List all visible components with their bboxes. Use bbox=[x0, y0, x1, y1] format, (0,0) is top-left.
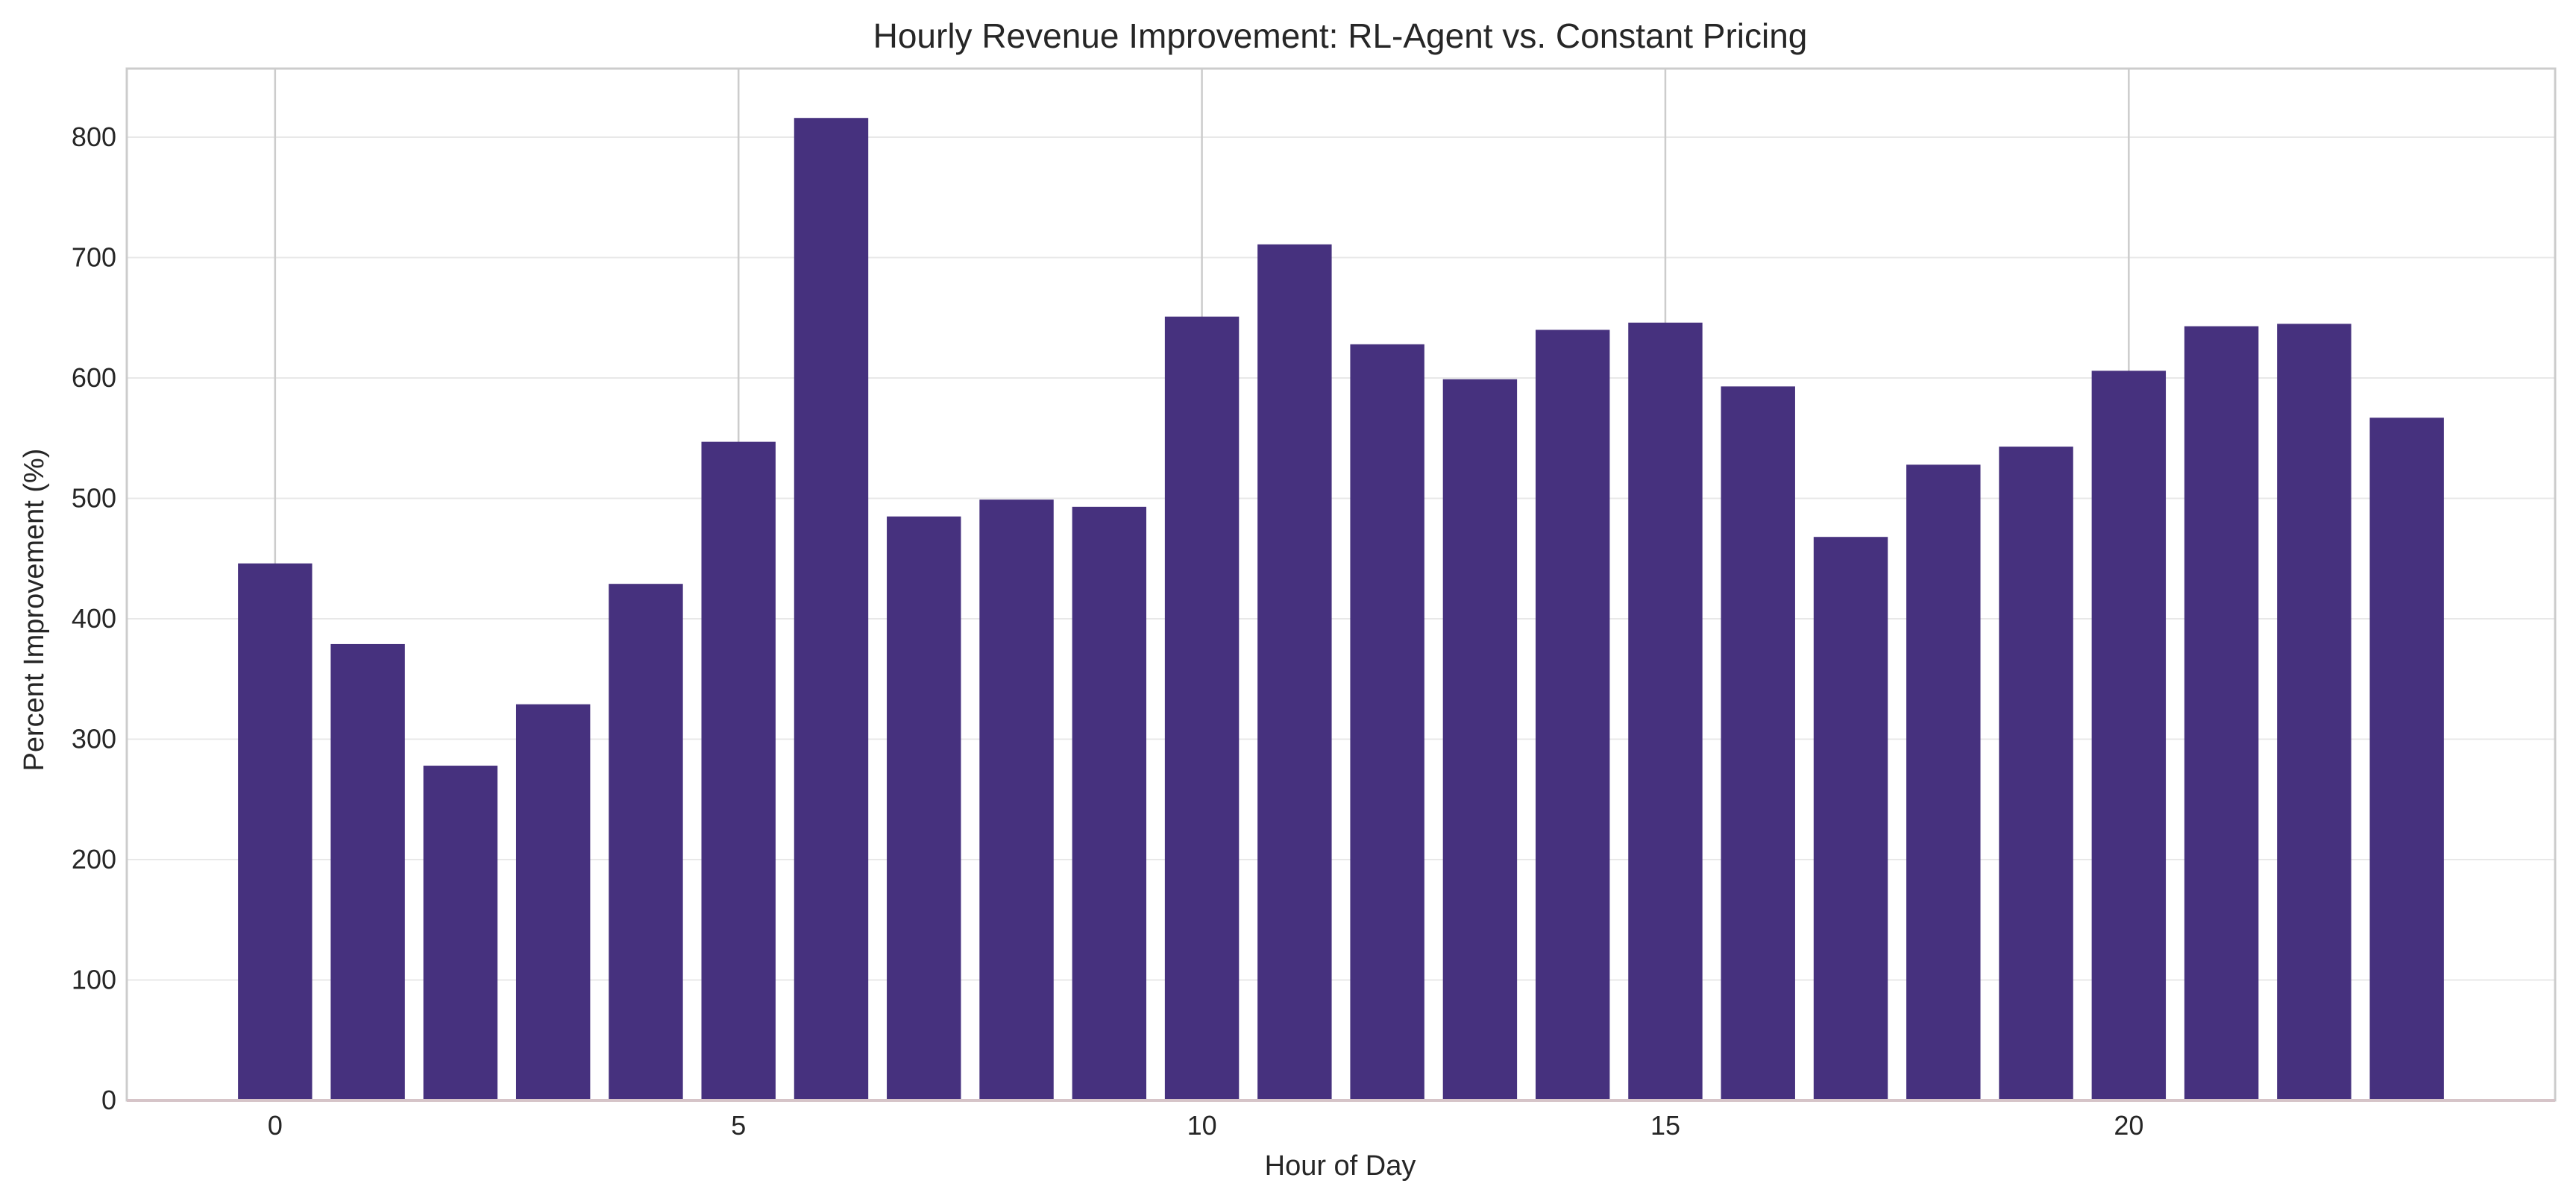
y-tick-label: 700 bbox=[72, 242, 116, 273]
x-axis-label: Hour of Day bbox=[1265, 1150, 1416, 1182]
bars bbox=[238, 118, 2444, 1101]
bar-hour-4 bbox=[609, 584, 683, 1100]
bar-hour-20 bbox=[2091, 371, 2167, 1100]
bar-hour-5 bbox=[701, 441, 776, 1100]
bar-hour-9 bbox=[1072, 506, 1147, 1100]
y-tick-label: 200 bbox=[72, 844, 116, 874]
y-tick-label: 600 bbox=[72, 362, 116, 393]
y-tick-label: 400 bbox=[72, 603, 116, 634]
bar-hour-2 bbox=[423, 766, 498, 1100]
bar-hour-23 bbox=[2369, 417, 2444, 1100]
y-tick-label: 800 bbox=[72, 122, 116, 152]
bar-hour-22 bbox=[2277, 324, 2352, 1100]
bar-hour-11 bbox=[1257, 244, 1332, 1100]
bar-hour-17 bbox=[1813, 537, 1888, 1100]
chart-title: Hourly Revenue Improvement: RL-Agent vs.… bbox=[873, 16, 1808, 55]
bar-hour-0 bbox=[238, 563, 312, 1100]
x-tick-label: 15 bbox=[1650, 1110, 1680, 1141]
y-tick-label: 300 bbox=[72, 724, 116, 754]
bar-hour-14 bbox=[1535, 330, 1610, 1101]
bar-hour-15 bbox=[1628, 322, 1703, 1100]
y-axis-label: Percent Improvement (%) bbox=[19, 449, 50, 772]
x-tick-label: 0 bbox=[268, 1110, 283, 1141]
bar-hour-12 bbox=[1350, 344, 1424, 1100]
y-tick-label: 0 bbox=[101, 1085, 116, 1115]
x-tick-label: 10 bbox=[1187, 1110, 1217, 1141]
y-tick-label: 100 bbox=[72, 965, 116, 995]
bar-hour-13 bbox=[1442, 379, 1518, 1100]
x-tick-label: 5 bbox=[731, 1110, 746, 1141]
bar-hour-21 bbox=[2184, 326, 2259, 1101]
bar-hour-8 bbox=[979, 499, 1054, 1100]
bar-hour-16 bbox=[1721, 386, 1795, 1100]
y-tick-label: 500 bbox=[72, 483, 116, 514]
y-tick-labels: 0 100 200 300 400 500 600 700 800 bbox=[72, 122, 116, 1115]
bar-hour-7 bbox=[887, 516, 961, 1100]
bar-hour-6 bbox=[794, 118, 869, 1100]
bar-hour-19 bbox=[1999, 447, 2073, 1100]
bar-hour-1 bbox=[330, 643, 405, 1100]
bar-hour-10 bbox=[1164, 316, 1240, 1101]
bar-hour-3 bbox=[515, 704, 591, 1100]
bar-hour-18 bbox=[1906, 464, 1981, 1100]
x-tick-label: 20 bbox=[2114, 1110, 2143, 1141]
x-tick-labels: 0 5 10 15 20 bbox=[268, 1110, 2144, 1141]
